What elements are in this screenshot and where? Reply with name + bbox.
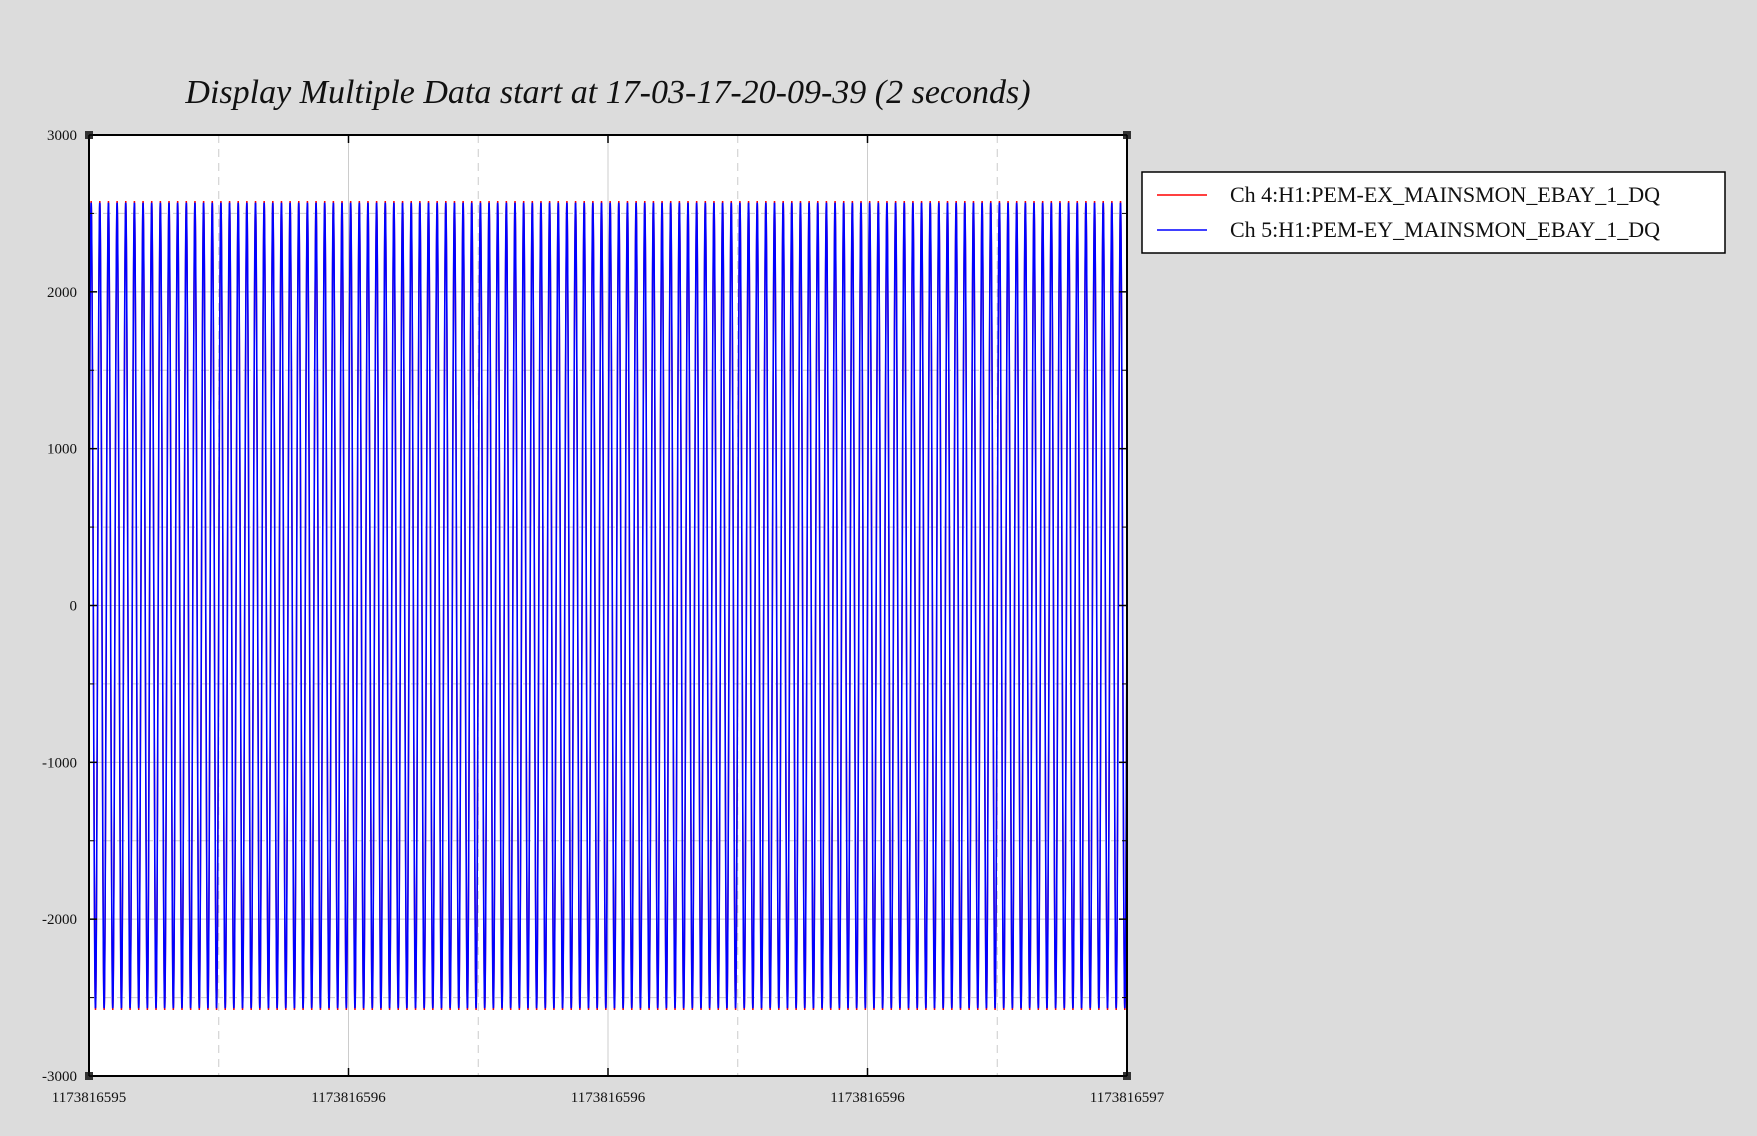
y-tick-label: 0	[70, 599, 78, 615]
x-tick-label: 1173816595	[52, 1090, 126, 1106]
plot-area	[85, 131, 1131, 1080]
y-axis: 3000 2000 1000 0 -1000 -2000 -3000	[42, 128, 1127, 1085]
legend-label-ch4: Ch 4:H1:PEM-EX_MAINSMON_EBAY_1_DQ	[1230, 182, 1660, 207]
y-tick-label: -2000	[42, 912, 77, 928]
x-tick-label: 1173816596	[830, 1090, 905, 1106]
chart-title: Display Multiple Data start at 17-03-17-…	[184, 74, 1030, 111]
y-tick-label: -1000	[42, 755, 77, 771]
y-tick-label: -3000	[42, 1069, 77, 1085]
y-tick-label: 1000	[47, 442, 77, 458]
y-tick-label: 3000	[47, 128, 77, 144]
x-axis: 1173816595 1173816596 1173816596 1173816596…	[52, 135, 1165, 1106]
legend: Ch 4:H1:PEM-EX_MAINSMON_EBAY_1_DQ Ch 5:H…	[1141, 171, 1726, 254]
x-tick-label: 1173816597	[1090, 1090, 1165, 1106]
x-tick-label: 1173816596	[311, 1090, 386, 1106]
x-tick-label: 1173816596	[571, 1090, 646, 1106]
legend-box	[1141, 171, 1726, 254]
series-layer	[89, 200, 1127, 1011]
y-tick-label: 2000	[47, 285, 77, 301]
series-line-ch5	[89, 202, 1127, 1009]
legend-label-ch5: Ch 5:H1:PEM-EY_MAINSMON_EBAY_1_DQ	[1230, 217, 1660, 242]
